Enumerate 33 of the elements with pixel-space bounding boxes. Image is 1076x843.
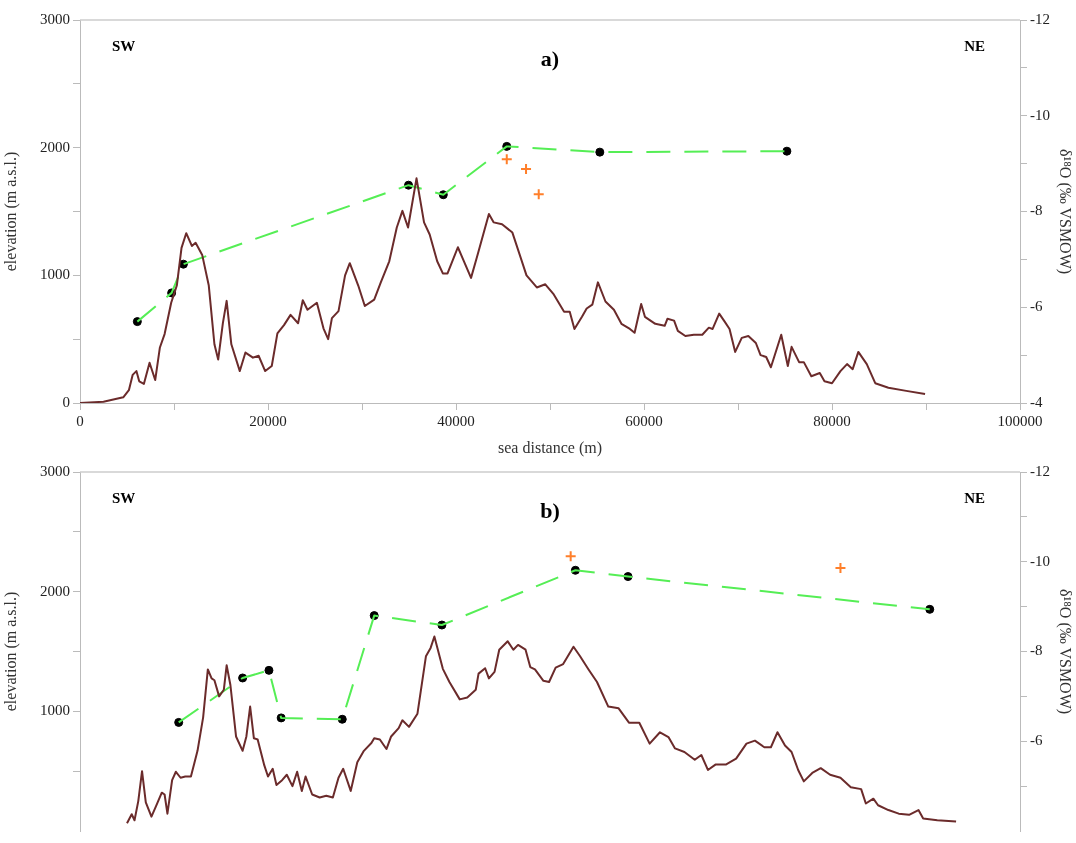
y-axis-title: elevation (m a.s.l.) xyxy=(1,591,20,712)
y2-tick-label: -6 xyxy=(1030,298,1043,315)
annotation: SW xyxy=(112,37,136,54)
x-axis-title: sea distance (m) xyxy=(498,438,602,457)
y-tick-label: 0 xyxy=(62,393,70,410)
text: b) xyxy=(540,497,560,523)
x-tick-label: 20000 xyxy=(249,412,287,429)
annotation: NE xyxy=(964,489,985,506)
y-tick-label: 3000 xyxy=(40,10,70,27)
y2-tick-label: -12 xyxy=(1030,462,1050,479)
text: a) xyxy=(540,45,560,71)
y-tick-label: 2000 xyxy=(40,582,70,599)
y2-tick-label: -10 xyxy=(1030,106,1050,123)
x-tick-label: 80000 xyxy=(813,412,851,429)
y2-tick-label: -10 xyxy=(1030,552,1050,569)
y-axis-title: elevation (m a.s.l.) xyxy=(1,151,20,272)
y2-tick-label: -4 xyxy=(1030,393,1043,410)
y2-axis-title: δ¹⁸O (‰ VSMOW) xyxy=(1056,148,1075,275)
annotation: SW xyxy=(112,489,136,506)
y2-tick-label: -12 xyxy=(1030,10,1050,27)
x-tick-label: 40000 xyxy=(437,412,475,429)
y-tick-label: 2000 xyxy=(40,138,70,155)
x-tick-label: 60000 xyxy=(625,412,663,429)
y-tick-label: 3000 xyxy=(40,462,70,479)
y-tick-label: 1000 xyxy=(40,702,70,719)
annotation: NE xyxy=(964,37,985,54)
y2-tick-label: -8 xyxy=(1030,642,1043,659)
x-tick-label: 0 xyxy=(76,412,84,429)
x-tick-label: 100000 xyxy=(997,412,1043,429)
y2-axis-title: δ¹⁸O (‰ VSMOW) xyxy=(1056,588,1075,715)
y-tick-label: 1000 xyxy=(40,266,70,283)
y2-tick-label: -8 xyxy=(1030,202,1043,219)
y2-tick-label: -6 xyxy=(1030,732,1043,749)
